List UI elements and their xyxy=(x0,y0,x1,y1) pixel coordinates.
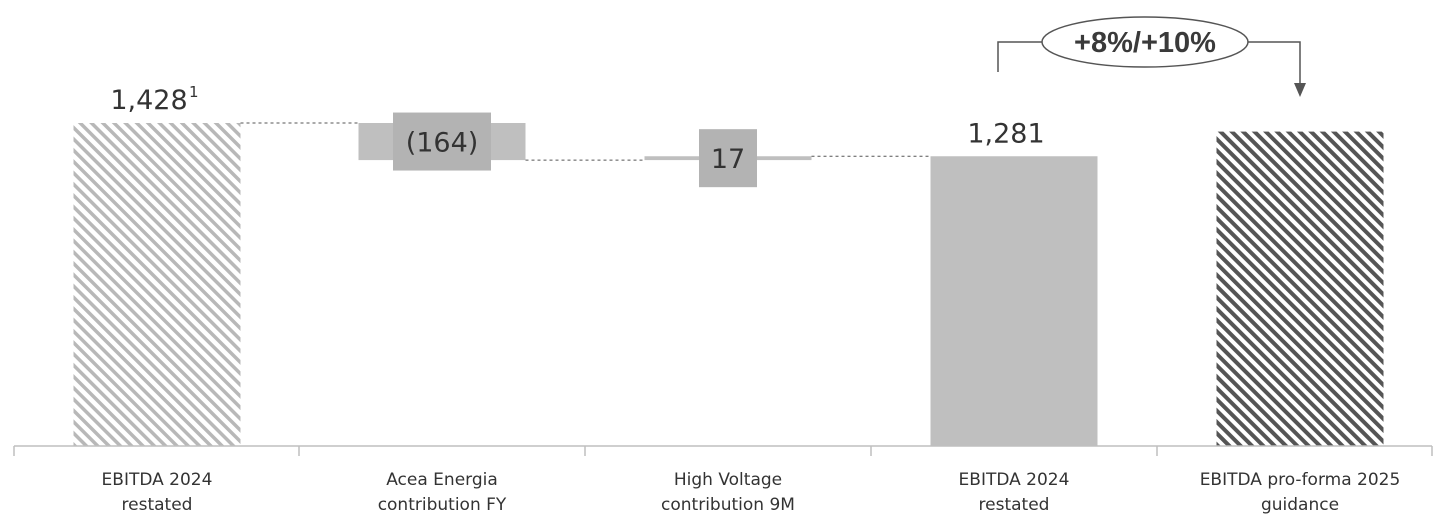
category-label: Acea Energia contribution FY xyxy=(377,470,507,515)
category-label: High Voltage contribution 9M xyxy=(661,470,795,515)
category-label: EBITDA pro-forma 2025 guidance xyxy=(1199,470,1401,515)
bar-4 xyxy=(930,156,1098,446)
growth-arrow-head xyxy=(1294,83,1306,97)
growth-oval xyxy=(1041,16,1249,68)
growth-label: +8%/+10% xyxy=(1074,27,1216,59)
category-label: EBITDA 2024 restated xyxy=(958,470,1070,515)
bar-1 xyxy=(73,123,241,446)
value-label: 17 xyxy=(711,144,745,175)
value-label: (164) xyxy=(406,128,479,159)
value-label-box xyxy=(699,129,757,188)
value-label-box xyxy=(393,112,491,171)
footnote-marker: 1 xyxy=(189,83,199,101)
category-label: EBITDA 2024 restated xyxy=(101,470,213,515)
bar-5 xyxy=(1216,131,1384,446)
value-label: 1,281 xyxy=(967,118,1044,149)
growth-bracket-right xyxy=(1248,41,1301,84)
value-label: 1,428 xyxy=(110,85,187,116)
growth-bracket-left xyxy=(997,41,1042,72)
